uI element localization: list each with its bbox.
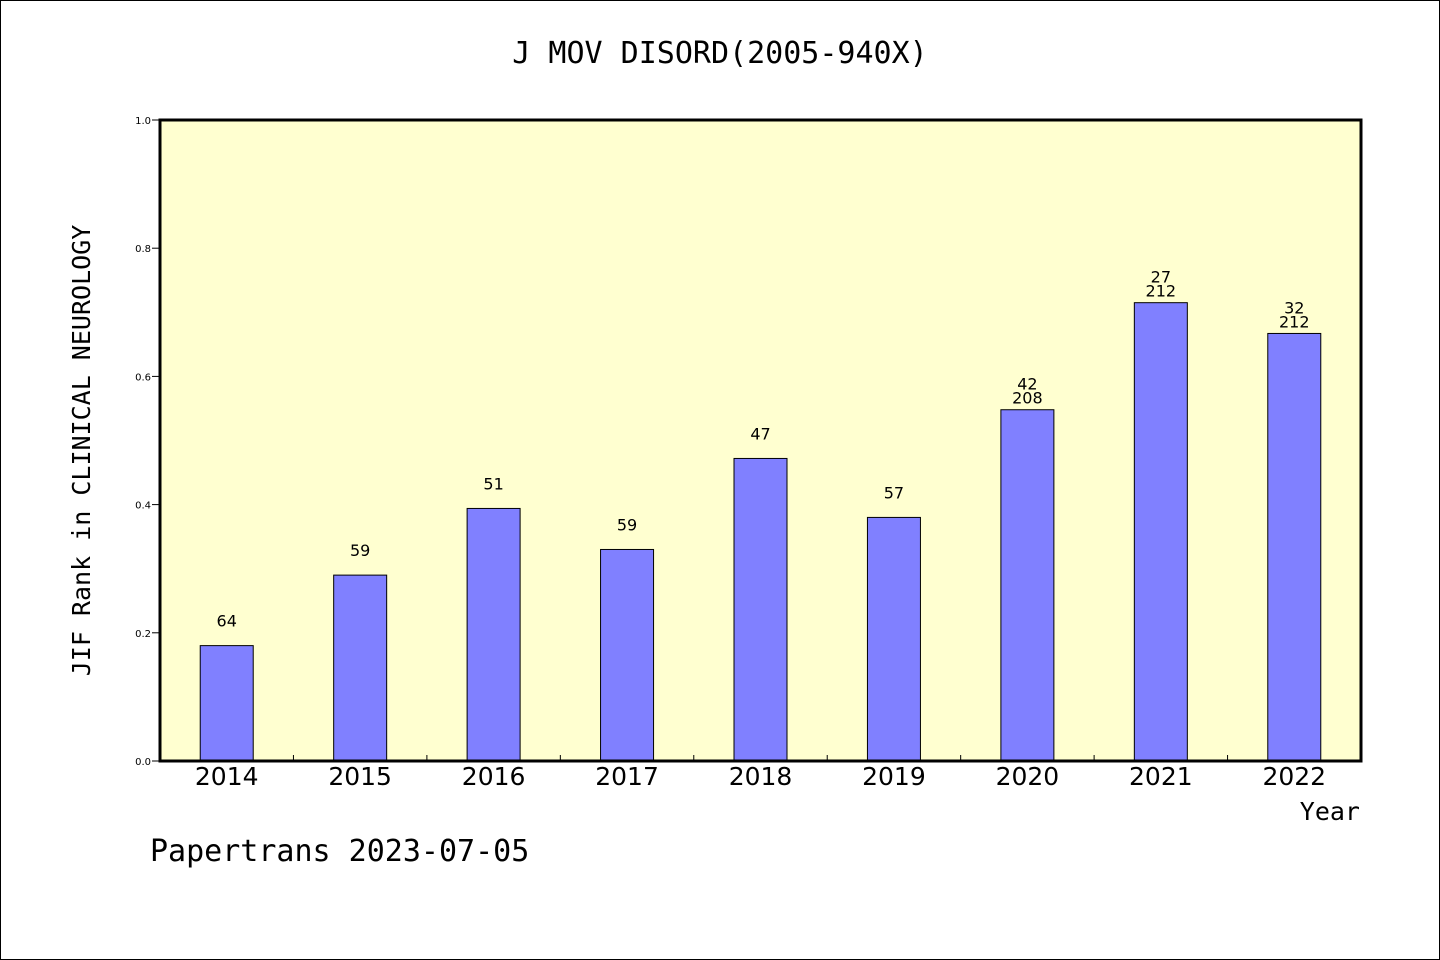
bar-2015	[333, 574, 388, 762]
chart-title: J MOV DISORD(2005-940X)	[512, 36, 928, 71]
x-axis-label: Year	[1300, 797, 1360, 826]
y-tick-label: 0.2	[135, 629, 151, 640]
bar-2016	[466, 507, 521, 762]
y-tick-label: 0.8	[135, 244, 151, 255]
data-label: 212	[1146, 282, 1177, 301]
x-tick-label: 2021	[1129, 762, 1193, 791]
bar-2021	[1133, 302, 1188, 762]
data-label: 212	[1279, 312, 1310, 331]
y-tick-label: 1.0	[135, 116, 151, 127]
x-tick-label: 2019	[862, 762, 926, 791]
x-tick-label: 2017	[595, 762, 659, 791]
x-tick-label: 2014	[195, 762, 259, 791]
plot-border	[158, 118, 1363, 763]
data-label: 32	[1284, 298, 1304, 317]
data-label: 47	[750, 424, 770, 443]
x-tick-label: 2018	[729, 762, 793, 791]
data-label: 51	[483, 474, 503, 493]
bar-2020	[1000, 409, 1055, 762]
data-label: 59	[617, 515, 637, 534]
data-label: 57	[884, 483, 904, 502]
x-tick-label: 2016	[462, 762, 526, 791]
data-label: 27	[1151, 268, 1171, 287]
bar-2014	[199, 645, 254, 762]
bar-2019	[866, 516, 921, 762]
y-tick-label: 0.0	[135, 757, 151, 768]
bar-2022	[1267, 332, 1322, 762]
x-tick-label: 2015	[328, 762, 392, 791]
footer-note: Papertrans 2023-07-05	[150, 834, 530, 869]
bar-2017	[600, 548, 655, 762]
x-tick-label: 2022	[1262, 762, 1326, 791]
x-tick-label: 2020	[996, 762, 1060, 791]
y-tick-label: 0.4	[135, 501, 151, 512]
bar-2018	[733, 457, 788, 762]
data-label: 208	[1012, 389, 1043, 408]
data-label: 64	[217, 612, 237, 631]
data-label: 59	[350, 541, 370, 560]
y-tick-label: 0.6	[135, 372, 151, 383]
data-label: 42	[1017, 375, 1037, 394]
y-axis-label: JIF Rank in CLINICAL NEUROLOGY	[67, 225, 96, 677]
